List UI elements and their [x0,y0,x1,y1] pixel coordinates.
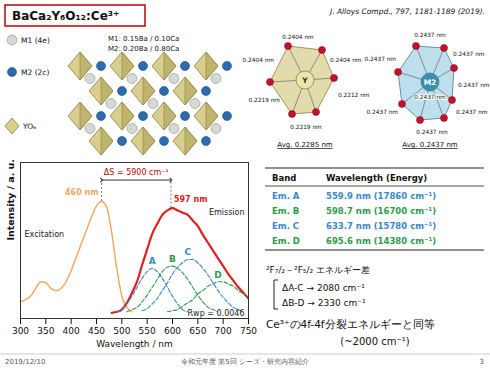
svg-text:2019/12/10: 2019/12/10 [5,358,45,366]
svg-text:633.7 nm (15780 cm⁻¹): 633.7 nm (15780 cm⁻¹) [326,221,436,231]
svg-text:ΔS = 5900 cm⁻¹: ΔS = 5900 cm⁻¹ [104,168,169,177]
svg-text:Ce³⁺の4f-4f分裂エネルギーと同等: Ce³⁺の4f-4f分裂エネルギーと同等 [266,318,435,330]
svg-text:令和元年度 第5回 シーズ・研究内容紹介: 令和元年度 第5回 シーズ・研究内容紹介 [181,358,309,366]
svg-text:B: B [169,254,176,264]
svg-text:0.2219 nm: 0.2219 nm [290,124,322,130]
svg-text:Em. D: Em. D [272,236,300,246]
svg-text:0.2437 nm: 0.2437 nm [414,32,446,38]
svg-text:0.2437 nm: 0.2437 nm [458,82,490,88]
svg-text:400: 400 [63,326,80,336]
svg-text:Intensity / a. u.: Intensity / a. u. [5,159,16,240]
svg-text:598.7 nm (16700 cm⁻¹): 598.7 nm (16700 cm⁻¹) [326,206,436,216]
svg-text:695.6 nm (14380 cm⁻¹): 695.6 nm (14380 cm⁻¹) [326,236,436,246]
svg-text:C: C [184,247,191,257]
svg-text:Em. C: Em. C [272,221,299,231]
svg-text:D: D [214,270,221,280]
svg-text:Y: Y [301,76,308,85]
svg-text:J. Alloys Compd., 797, 1181-11: J. Alloys Compd., 797, 1181-1189 (2019). [328,7,485,16]
svg-text:0.2212 nm: 0.2212 nm [338,92,370,98]
svg-text:Emission: Emission [209,208,245,217]
svg-text:460 nm: 460 nm [65,188,99,197]
svg-text:A: A [149,256,156,266]
svg-text:Avg. 0.2437 nm: Avg. 0.2437 nm [402,141,458,149]
svg-text:Em. A: Em. A [272,191,300,201]
svg-text:0.2437 nm: 0.2437 nm [365,56,397,62]
svg-text:597 nm: 597 nm [174,195,208,204]
svg-text:0.2404 nm: 0.2404 nm [330,57,362,63]
svg-text:M2: 0.20Ba / 0.80Ca: M2: 0.20Ba / 0.80Ca [108,45,179,53]
svg-text:3: 3 [480,358,484,366]
svg-text:ΔB-D → 2330 cm⁻¹: ΔB-D → 2330 cm⁻¹ [282,298,366,308]
svg-text:ΔA-C → 2080 cm⁻¹: ΔA-C → 2080 cm⁻¹ [282,283,365,293]
svg-text:0.2437 nm: 0.2437 nm [453,51,485,57]
svg-text:Rwp = 0.0046: Rwp = 0.0046 [188,309,245,318]
svg-text:300: 300 [12,326,29,336]
svg-text:0.2437 nm: 0.2437 nm [414,94,446,100]
svg-text:450: 450 [88,326,105,336]
svg-text:M1 (4e): M1 (4e) [21,36,50,45]
svg-text:0.2437 nm: 0.2437 nm [416,129,448,135]
svg-text:350: 350 [37,326,54,336]
svg-text:0.2219 nm: 0.2219 nm [249,97,281,103]
svg-text:M2: M2 [424,78,437,87]
svg-text:Band: Band [272,173,296,183]
svg-text:650: 650 [189,326,206,336]
svg-text:750: 750 [240,326,257,336]
svg-text:550: 550 [139,326,156,336]
svg-text:500: 500 [113,326,130,336]
svg-text:M2 (2c): M2 (2c) [21,68,49,77]
svg-text:0.2437 nm: 0.2437 nm [456,109,488,115]
svg-text:BaCa₂Y₆O₁₂:Ce³⁺: BaCa₂Y₆O₁₂:Ce³⁺ [12,9,119,23]
svg-text:Em. B: Em. B [272,206,299,216]
svg-text:Wavelength (Energy): Wavelength (Energy) [326,173,427,183]
svg-text:M1: 0.15Ba / 0.10Ca: M1: 0.15Ba / 0.10Ca [108,35,179,43]
svg-text:²F₇/₂－²F₅/₂ エネルギー差: ²F₇/₂－²F₅/₂ エネルギー差 [266,265,370,275]
svg-text:700: 700 [215,326,232,336]
svg-text:600: 600 [164,326,181,336]
svg-text:YO₆: YO₆ [22,122,36,131]
svg-text:(~2000 cm⁻¹): (~2000 cm⁻¹) [340,336,409,347]
svg-text:Excitation: Excitation [25,230,65,239]
svg-text:Wavelength / nm: Wavelength / nm [96,339,173,349]
svg-text:0.2404 nm: 0.2404 nm [282,34,314,40]
svg-text:Avg. 0.2285 nm: Avg. 0.2285 nm [277,141,333,149]
svg-text:559.9 nm (17860 cm⁻¹): 559.9 nm (17860 cm⁻¹) [326,191,436,201]
svg-text:0.2437 nm: 0.2437 nm [367,109,399,115]
svg-text:0.2404 nm: 0.2404 nm [243,57,275,63]
